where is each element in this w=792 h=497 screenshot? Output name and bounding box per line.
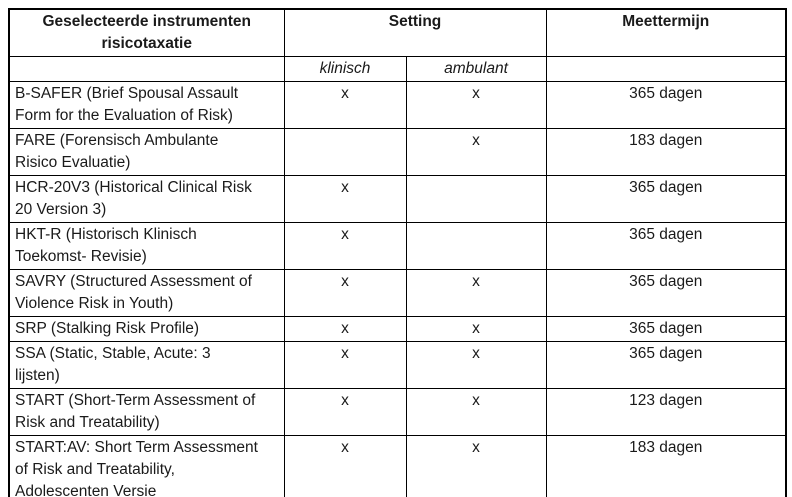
table-row: SSA (Static, Stable, Acute: 3 lijsten) x… [8, 341, 787, 389]
table-row: HCR-20V3 (Historical Clinical Risk 20 Ve… [8, 175, 787, 223]
subheader-klinisch: klinisch [283, 56, 407, 82]
klinisch-cell: x [283, 341, 407, 389]
subheader-empty-meettermijn [545, 56, 787, 82]
risk-instruments-table: Geselecteerde instrumenten risicotaxatie… [8, 8, 787, 497]
instrument-cell: START (Short-Term Assessment of Risk and… [8, 388, 285, 436]
meettermijn-cell: 365 dagen [545, 175, 787, 223]
subheader-row: klinisch ambulant [8, 56, 787, 82]
ambulant-cell: x [405, 316, 547, 342]
klinisch-cell: x [283, 269, 407, 317]
ambulant-cell: x [405, 341, 547, 389]
meettermijn-cell: 365 dagen [545, 316, 787, 342]
table-body: B-SAFER (Brief Spousal Assault Form for … [8, 81, 787, 497]
table-row: HKT-R (Historisch Klinisch Toekomst- Rev… [8, 222, 787, 270]
column-header-instruments: Geselecteerde instrumenten risicotaxatie [8, 8, 285, 57]
ambulant-cell: x [405, 81, 547, 129]
klinisch-cell: x [283, 81, 407, 129]
ambulant-cell [405, 175, 547, 223]
ambulant-cell: x [405, 128, 547, 176]
klinisch-cell [283, 128, 407, 176]
instrument-cell: HKT-R (Historisch Klinisch Toekomst- Rev… [8, 222, 285, 270]
subheader-ambulant: ambulant [405, 56, 547, 82]
instrument-cell: SRP (Stalking Risk Profile) [8, 316, 285, 342]
subheader-empty-instruments [8, 56, 285, 82]
meettermijn-cell: 365 dagen [545, 222, 787, 270]
instrument-cell: SAVRY (Structured Assessment of Violence… [8, 269, 285, 317]
klinisch-cell: x [283, 316, 407, 342]
instrument-cell: START:AV: Short Term Assessment of Risk … [8, 435, 285, 497]
klinisch-cell: x [283, 435, 407, 497]
meettermijn-cell: 183 dagen [545, 435, 787, 497]
instrument-cell: FARE (Forensisch Ambulante Risico Evalua… [8, 128, 285, 176]
column-header-setting: Setting [283, 8, 547, 57]
meettermijn-cell: 123 dagen [545, 388, 787, 436]
meettermijn-cell: 365 dagen [545, 269, 787, 317]
table-row: SRP (Stalking Risk Profile) x x 365 dage… [8, 316, 787, 342]
table-row: START:AV: Short Term Assessment of Risk … [8, 435, 787, 497]
instrument-cell: SSA (Static, Stable, Acute: 3 lijsten) [8, 341, 285, 389]
ambulant-cell: x [405, 269, 547, 317]
table-row: SAVRY (Structured Assessment of Violence… [8, 269, 787, 317]
instrument-cell: B-SAFER (Brief Spousal Assault Form for … [8, 81, 285, 129]
ambulant-cell [405, 222, 547, 270]
table-row: START (Short-Term Assessment of Risk and… [8, 388, 787, 436]
klinisch-cell: x [283, 175, 407, 223]
klinisch-cell: x [283, 388, 407, 436]
ambulant-cell: x [405, 435, 547, 497]
column-header-meettermijn: Meettermijn [545, 8, 787, 57]
ambulant-cell: x [405, 388, 547, 436]
table-row: FARE (Forensisch Ambulante Risico Evalua… [8, 128, 787, 176]
klinisch-cell: x [283, 222, 407, 270]
instrument-cell: HCR-20V3 (Historical Clinical Risk 20 Ve… [8, 175, 285, 223]
table-row: B-SAFER (Brief Spousal Assault Form for … [8, 81, 787, 129]
meettermijn-cell: 183 dagen [545, 128, 787, 176]
meettermijn-cell: 365 dagen [545, 81, 787, 129]
meettermijn-cell: 365 dagen [545, 341, 787, 389]
header-row: Geselecteerde instrumenten risicotaxatie… [8, 8, 787, 57]
